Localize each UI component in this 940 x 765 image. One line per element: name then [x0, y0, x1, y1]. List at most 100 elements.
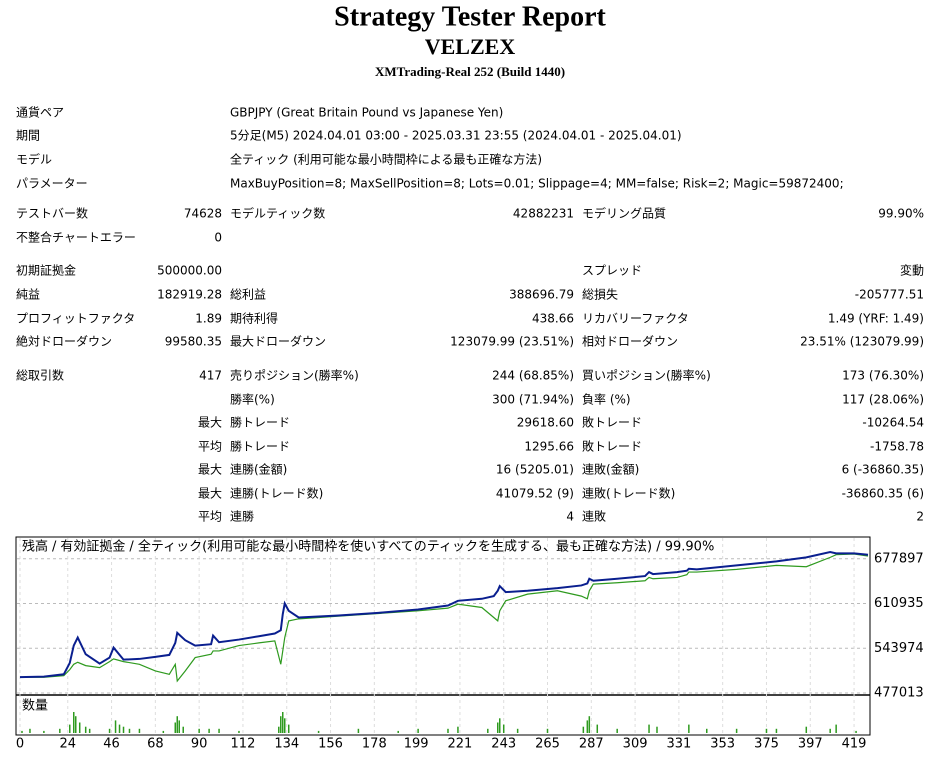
- x-tick-label: 90: [191, 737, 208, 752]
- stat-value: 4: [566, 510, 574, 524]
- legend-entry: 有効証拠金: [60, 539, 125, 555]
- stat-value: -205777.51: [855, 288, 924, 302]
- stat-label: 最大ドローダウン: [230, 334, 326, 349]
- stat-value: 16 (5205.01): [496, 463, 574, 477]
- stat-label: 連勝: [230, 509, 254, 524]
- stat-label: 連勝(トレード数): [230, 486, 323, 501]
- x-tick-label: 46: [103, 737, 120, 752]
- stat-value: 173 (76.30%): [842, 369, 924, 383]
- stat-label: 相対ドローダウン: [582, 334, 678, 349]
- stat-value: 74628: [184, 207, 222, 221]
- series-line: [19, 551, 869, 679]
- expert-name: VELZEX: [425, 34, 516, 59]
- stat-value: 500000.00: [157, 264, 222, 278]
- stat-label: 勝率(%): [230, 392, 275, 407]
- stat-label: 敗トレード: [582, 415, 642, 430]
- info-value: 5分足(M5) 2024.04.01 03:00 - 2025.03.31 23…: [230, 129, 682, 143]
- y-tick-label: 477013: [874, 686, 924, 701]
- info-label: 通貨ペア: [16, 105, 64, 120]
- stat-value: 123079.99 (23.51%): [450, 335, 574, 349]
- x-tick-label: 265: [535, 737, 560, 752]
- x-tick-label: 331: [666, 737, 691, 752]
- x-tick-label: 397: [798, 737, 823, 752]
- x-tick-label: 243: [491, 737, 516, 752]
- stat-label: 連敗(金額): [582, 462, 639, 477]
- stat-value: 23.51% (123079.99): [800, 335, 924, 349]
- stat-label: 連敗(トレード数): [582, 486, 675, 501]
- stat-label: 買いポジション(勝率%): [582, 368, 711, 383]
- stat-value: 最大: [198, 487, 222, 501]
- info-label: パラメーター: [16, 177, 88, 191]
- stat-value: 1.49 (YRF: 1.49): [828, 312, 924, 326]
- chart-frame: [15, 536, 871, 736]
- x-tick-label: 68: [147, 737, 164, 752]
- info-value: MaxBuyPosition=8; MaxSellPosition=8; Lot…: [230, 177, 844, 191]
- server: XMTrading-Real 252 (Build 1440): [375, 64, 565, 79]
- stat-value: 1.89: [195, 312, 222, 326]
- stat-value: 平均: [198, 510, 222, 524]
- y-tick-label: 543974: [874, 641, 924, 656]
- info-value: 全ティック (利用可能な最小時間枠による最も正確な方法): [230, 152, 542, 167]
- x-tick-label: 375: [754, 737, 779, 752]
- stat-label: 不整合チャートエラー: [16, 230, 136, 245]
- stat-value: 2: [916, 510, 924, 524]
- stat-value: 最大: [198, 463, 222, 477]
- stat-label: リカバリーファクタ: [582, 312, 689, 326]
- x-tick-label: 134: [274, 737, 299, 752]
- x-tick-label: 0: [16, 737, 24, 752]
- stat-value: 388696.79: [509, 288, 574, 302]
- volume-label: 数量: [22, 699, 48, 714]
- legend-separator: /: [52, 540, 57, 555]
- stat-label: モデルティック数: [230, 206, 325, 221]
- x-tick-label: 221: [448, 737, 473, 752]
- stat-value: 117 (28.06%): [842, 393, 924, 407]
- stat-label: 初期証拠金: [16, 263, 76, 278]
- stat-value: -1758.78: [870, 440, 924, 454]
- y-tick-label: 610935: [874, 596, 924, 611]
- stat-value: 6 (-36860.35): [842, 463, 924, 477]
- stat-label: 勝トレード: [230, 415, 290, 430]
- x-tick-label: 287: [579, 737, 604, 752]
- info-value: GBPJPY (Great Britain Pound vs Japanese …: [230, 106, 503, 120]
- stat-value: 変動: [900, 263, 924, 278]
- x-tick-label: 419: [842, 737, 867, 752]
- stat-value: 最大: [198, 416, 222, 430]
- stat-value: -10264.54: [862, 416, 924, 430]
- info-label: 期間: [16, 129, 40, 143]
- x-tick-label: 112: [231, 737, 256, 752]
- stat-label: プロフィットファクタ: [16, 312, 135, 326]
- stat-value: 42882231: [513, 207, 574, 221]
- x-tick-label: 178: [362, 737, 387, 752]
- x-tick-label: 353: [710, 737, 735, 752]
- stat-label: 期待利得: [230, 311, 278, 326]
- stat-label: 総利益: [230, 288, 266, 302]
- x-tick-label: 156: [318, 737, 343, 752]
- x-tick-label: 199: [404, 737, 429, 752]
- stat-label: 純益: [16, 288, 40, 302]
- stat-value: 244 (68.85%): [492, 369, 574, 383]
- stat-label: 連敗: [582, 509, 606, 524]
- stat-label: スプレッド: [582, 264, 642, 278]
- stat-label: 負率 (%): [582, 392, 631, 407]
- stat-value: 417: [199, 369, 222, 383]
- stat-value: 41079.52 (9): [496, 487, 574, 501]
- stat-label: 敗トレード: [582, 439, 642, 454]
- stat-label: モデリング品質: [582, 206, 666, 221]
- info-label: モデル: [16, 152, 52, 167]
- stat-value: 99580.35: [165, 335, 222, 349]
- y-tick-label: 677897: [874, 551, 924, 566]
- stat-label: 総損失: [582, 287, 618, 302]
- stat-value: 99.90%: [878, 207, 924, 221]
- x-tick-label: 24: [60, 737, 77, 752]
- stat-value: 平均: [198, 440, 222, 454]
- stat-label: 絶対ドローダウン: [16, 334, 112, 349]
- stat-value: 182919.28: [157, 288, 222, 302]
- stat-value: 0: [214, 231, 222, 245]
- stat-label: 勝トレード: [230, 439, 290, 454]
- stat-value: 29618.60: [517, 416, 574, 430]
- stat-value: 1295.66: [524, 440, 574, 454]
- stat-label: テストバー数: [16, 206, 88, 221]
- stat-label: 連勝(金額): [230, 462, 287, 477]
